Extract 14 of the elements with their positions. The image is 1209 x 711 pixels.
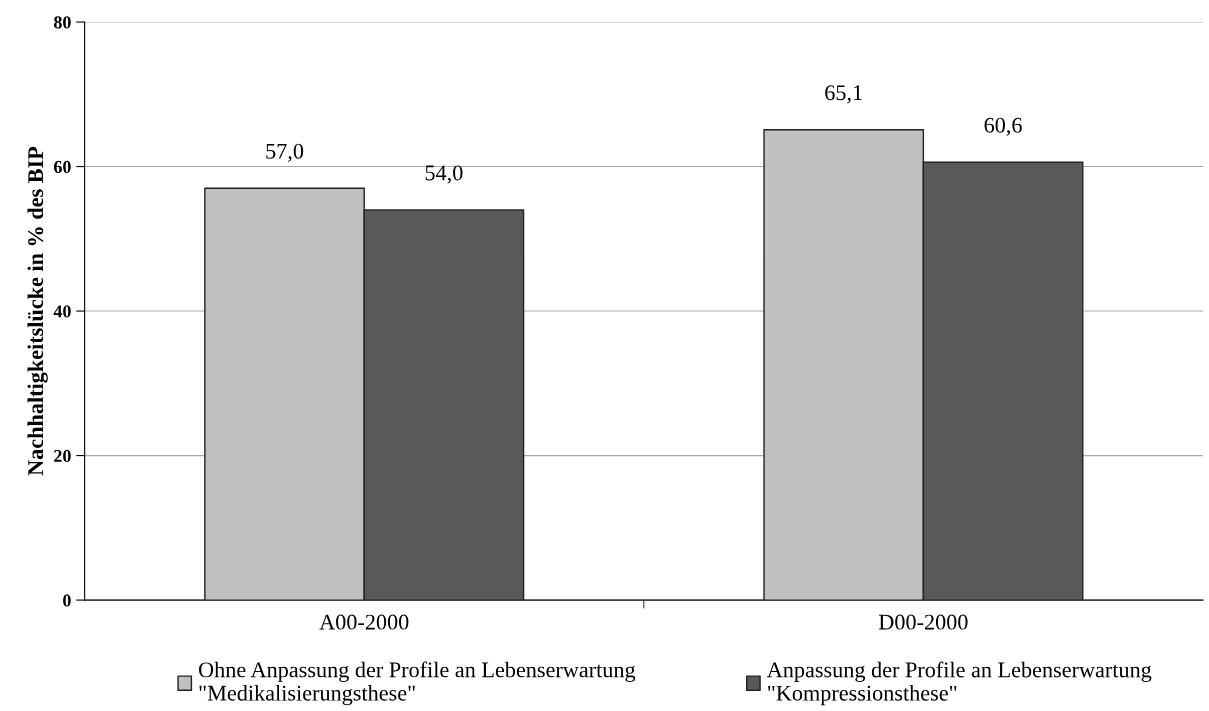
- y-tick-label: 20: [54, 449, 71, 463]
- x-tick-label: D00-2000: [878, 614, 968, 630]
- y-tick-label: 80: [53, 16, 71, 29]
- data-label: 57,0: [266, 143, 304, 162]
- y-tick-label: 60: [54, 160, 71, 173]
- data-label: 65,1: [825, 85, 862, 104]
- data-label: 60,6: [984, 117, 1022, 136]
- data-label: 54,0: [425, 165, 463, 184]
- legend-label: Anpassung der Profile an Lebenserwartung "Kompressionsthese": [766, 661, 1152, 706]
- y-tick-label: 40: [53, 305, 71, 318]
- y-tick-label: 0: [63, 594, 71, 607]
- y-axis-title: Nachhaltigkeitslücke in % des BIP: [27, 146, 48, 476]
- x-tick-label: A00-2000: [319, 614, 409, 630]
- legend-label: Ohne Anpassung der Profile an Lebenserwartung "Medikalisierungsthese": [199, 661, 636, 706]
